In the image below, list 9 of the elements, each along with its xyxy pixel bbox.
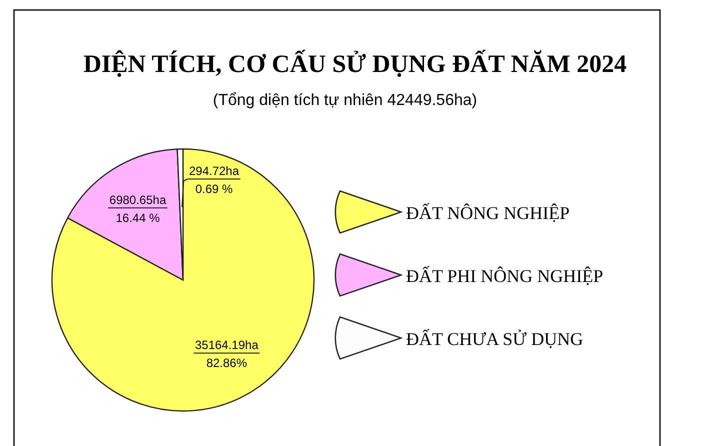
legend-label: ĐẤT PHI NÔNG NGHIỆP [406,266,604,286]
data-label: 35164.19ha 82.86% [194,338,259,370]
pie-slice [51,148,314,412]
data-label: 294.72ha 0.69 % [188,164,240,196]
data-label: 6980.65ha 16.44 % [109,192,166,225]
chart-subtitle: (Tổng diện tích tự nhiên 42449.56ha) [212,92,478,109]
chart-title: DIỆN TÍCH, CƠ CẤU SỬ DỤNG ĐẤT NĂM 2024 [83,49,628,78]
legend-label: ĐẤT NÔNG NGHIỆP [406,203,570,223]
legend-label: ĐẤT CHƯA SỬ DỤNG [406,329,584,349]
